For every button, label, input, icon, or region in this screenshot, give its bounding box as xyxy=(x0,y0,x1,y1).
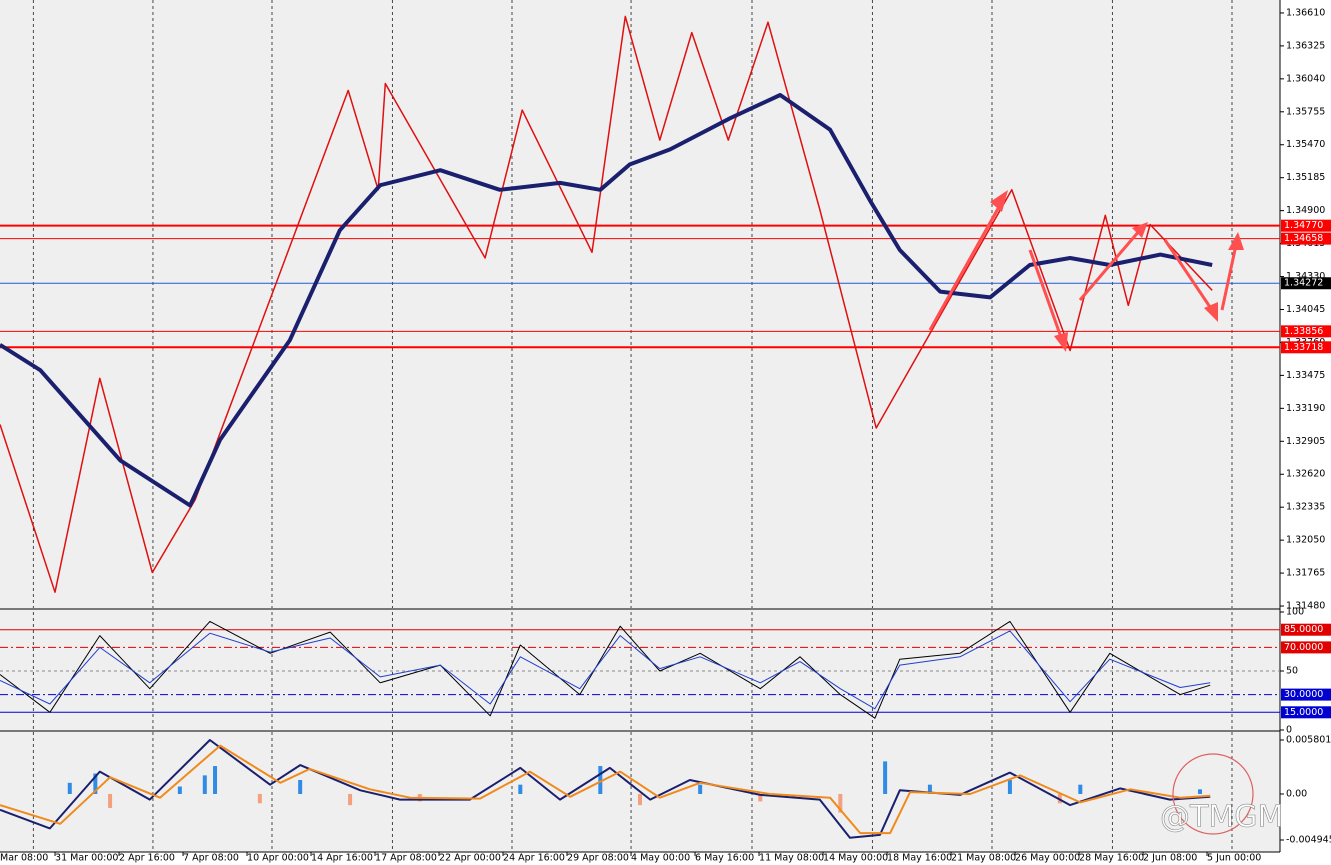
x-tick-label: 5 Jun 00:00 xyxy=(1207,853,1261,864)
x-tick-label: 31 Mar 00:00 xyxy=(55,853,118,864)
x-tick-label: 21 May 08:00 xyxy=(951,853,1016,864)
y-tick-label: 1.31765 xyxy=(1286,568,1325,579)
level-label-box xyxy=(1281,641,1331,654)
series-line xyxy=(0,739,1211,839)
y-tick-label: 0.0058016 xyxy=(1286,734,1331,745)
level-label: 30.0000 xyxy=(1284,689,1323,700)
histogram-bar xyxy=(257,793,262,804)
y-tick-label: 1.31480 xyxy=(1286,601,1325,612)
histogram-bar xyxy=(213,766,218,794)
y-tick-label: 1.32620 xyxy=(1286,469,1325,480)
y-tick-label: 0 xyxy=(1286,725,1292,736)
x-tick-label: 2 Apr 16:00 xyxy=(119,853,175,864)
level-label: 1.33718 xyxy=(1284,342,1323,353)
level-label-box xyxy=(1281,219,1331,232)
histogram-bar xyxy=(698,784,703,794)
histogram-bar xyxy=(598,766,603,794)
y-tick-label: -0.004945 xyxy=(1286,834,1331,845)
plot-background xyxy=(0,0,1280,852)
x-tick-label: 14 May 00:00 xyxy=(823,853,888,864)
x-tick-label: 28 May 16:00 xyxy=(1079,853,1144,864)
y-tick-label: 0.00 xyxy=(1286,788,1307,799)
y-tick-label: 50 xyxy=(1286,666,1298,677)
x-tick-label: 18 May 16:00 xyxy=(887,853,952,864)
histogram-bar xyxy=(518,784,523,794)
level-label: 1.33856 xyxy=(1284,326,1323,337)
y-tick-label: 1.36325 xyxy=(1286,40,1325,51)
y-tick-label: 1.35185 xyxy=(1286,172,1325,183)
histogram-bar xyxy=(348,793,353,806)
y-tick-label: 1.36040 xyxy=(1286,73,1325,84)
histogram-bar xyxy=(927,784,932,794)
x-tick-label: 7 Apr 08:00 xyxy=(183,853,239,864)
highlight-circle xyxy=(1172,753,1254,835)
histogram-bar xyxy=(202,775,207,794)
histogram-bar xyxy=(67,782,72,794)
y-tick-label: 1.35470 xyxy=(1286,139,1325,150)
forecast-arrows xyxy=(928,190,1244,352)
histogram-bar xyxy=(1078,784,1083,794)
y-tick-label: 1.32050 xyxy=(1286,535,1325,546)
x-tick-label: 4 May 00:00 xyxy=(631,853,690,864)
watermark: @TMGM xyxy=(1160,800,1283,835)
level-label: 15.0000 xyxy=(1284,707,1323,718)
x-tick-label: 24 Apr 16:00 xyxy=(503,853,565,864)
y-tick-label: 1.32335 xyxy=(1286,502,1325,513)
level-label: 70.0000 xyxy=(1284,642,1323,653)
histogram-bar xyxy=(638,793,642,806)
histogram-bar xyxy=(298,780,303,794)
level-label-box xyxy=(1281,325,1331,338)
y-tick-label: 1.33190 xyxy=(1286,403,1325,414)
y-tick-label: 1.34900 xyxy=(1286,205,1325,216)
y-tick-label: 1.34330 xyxy=(1286,271,1325,282)
series-line xyxy=(0,15,1213,593)
histogram-bar xyxy=(177,786,182,794)
histogram-bar xyxy=(108,793,113,808)
series-line xyxy=(0,93,1213,508)
series-line xyxy=(0,630,1211,710)
level-label-box xyxy=(1281,623,1331,636)
y-tick-label: 1.33475 xyxy=(1286,370,1325,381)
x-tick-label: 29 Apr 08:00 xyxy=(567,853,629,864)
x-tick-label: 10 Apr 00:00 xyxy=(247,853,309,864)
y-tick-label: 1.32905 xyxy=(1286,436,1325,447)
series-line xyxy=(0,620,1211,719)
series-line xyxy=(0,744,1211,835)
histogram-bar xyxy=(883,761,888,794)
y-tick-label: 1.34045 xyxy=(1286,304,1325,315)
y-tick-label: 1.35755 xyxy=(1286,106,1325,117)
x-tick-label: 6 May 16:00 xyxy=(695,853,754,864)
level-label-box xyxy=(1281,706,1331,719)
level-label: 85.0000 xyxy=(1284,624,1323,635)
histogram-bar xyxy=(1007,780,1012,794)
x-tick-label: 11 May 08:00 xyxy=(759,853,824,864)
level-label-box xyxy=(1281,688,1331,701)
histogram-bar xyxy=(838,793,843,813)
x-tick-label: 17 Apr 08:00 xyxy=(375,853,437,864)
level-label: 1.34272 xyxy=(1284,278,1323,289)
level-label-box xyxy=(1281,341,1331,354)
y-tick-label: 100 xyxy=(1286,607,1304,618)
histogram-bar xyxy=(93,773,98,794)
y-tick-label: 1.36610 xyxy=(1286,7,1325,18)
x-tick-label: 26 May 00:00 xyxy=(1015,853,1080,864)
x-tick-label: 2 Jun 08:00 xyxy=(1143,853,1197,864)
level-label-box xyxy=(1281,277,1331,290)
level-label: 1.34770 xyxy=(1284,220,1323,231)
histogram-bar xyxy=(1198,789,1202,794)
x-tick-label: Mar 08:00 xyxy=(0,853,48,864)
x-tick-label: 14 Apr 16:00 xyxy=(311,853,373,864)
x-tick-label: 22 Apr 00:00 xyxy=(439,853,501,864)
level-label-box xyxy=(1281,232,1331,245)
level-label: 1.34658 xyxy=(1284,233,1323,244)
histogram-bar xyxy=(758,793,763,802)
